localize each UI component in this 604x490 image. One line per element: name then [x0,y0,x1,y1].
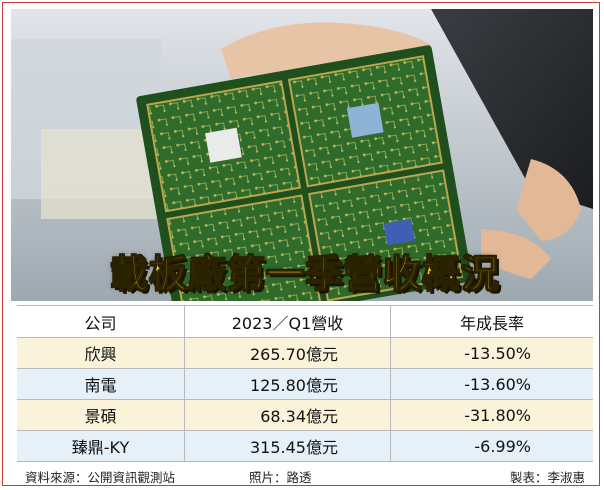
source-note: 資料來源：公開資訊觀測站 [25,470,176,485]
growth-cell: -6.99% [474,436,531,456]
photo-credit: 照片：路透 [249,470,312,485]
company-cell: 南電 [17,369,185,399]
revenue-table: 公司 2023／Q1營收 年成長率 欣興 265.70億元 -13.50% 南電… [17,305,593,462]
footer: 資料來源：公開資訊觀測站 照片：路透 製表：李淑惠 [17,465,593,485]
header-revenue: 2023／Q1營收 [185,306,391,337]
table-row: 景碩 68.34億元 -31.80% [17,400,593,431]
revenue-cell: 265.70億元 [185,338,391,368]
header-growth: 年成長率 [459,313,524,333]
growth-cell: -31.80% [464,405,531,425]
infographic-frame: 載板廠第一季營收概況 公司 2023／Q1營收 年成長率 欣興 265.70億元… [2,2,600,486]
revenue-cell: 68.34億元 [185,400,391,430]
header-company: 公司 [17,306,185,337]
growth-cell: -13.50% [464,343,531,363]
table-row: 臻鼎-KY 315.45億元 -6.99% [17,431,593,462]
revenue-cell: 315.45億元 [185,431,391,461]
company-cell: 臻鼎-KY [17,431,185,461]
table-row: 南電 125.80億元 -13.60% [17,369,593,400]
table-header-row: 公司 2023／Q1營收 年成長率 [17,305,593,338]
growth-cell: -13.60% [464,374,531,394]
chart-title: 載板廠第一季營收概況 [109,251,500,296]
revenue-cell: 125.80億元 [185,369,391,399]
pcb-photo [11,9,593,301]
table-row: 欣興 265.70億元 -13.50% [17,338,593,369]
table-maker: 製表：李淑惠 [509,470,585,485]
company-cell: 欣興 [17,338,185,368]
pcb-illustration [11,9,593,301]
company-cell: 景碩 [17,400,185,430]
